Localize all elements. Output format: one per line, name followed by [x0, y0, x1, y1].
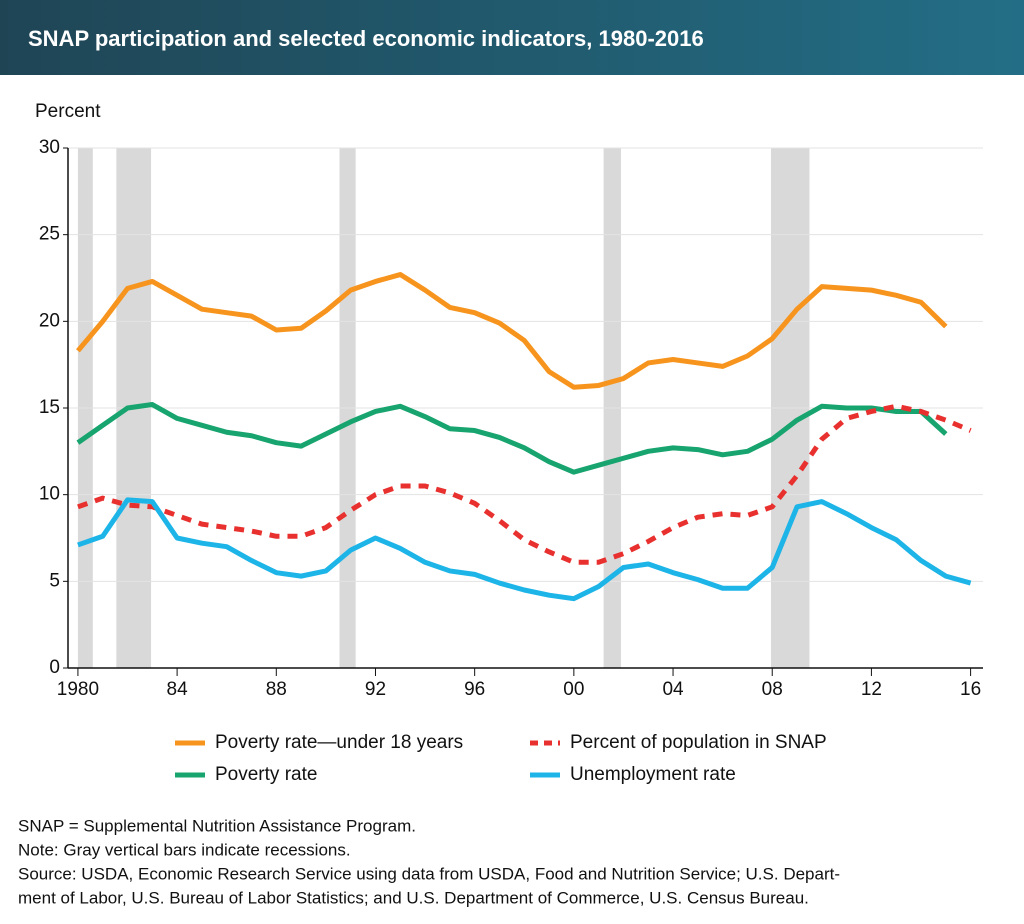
legend-label: Percent of population in SNAP: [570, 732, 827, 753]
header-band: [0, 0, 1024, 75]
series-line: [77, 403, 972, 565]
note-line: Source: USDA, Economic Research Service …: [18, 864, 840, 883]
x-tick-label: 04: [662, 679, 684, 700]
x-tick-label: 88: [266, 679, 287, 700]
x-tick-label: 96: [464, 679, 485, 700]
legend-label: Poverty rate: [215, 764, 317, 785]
x-tick-label: 16: [960, 679, 981, 700]
series-line: [77, 497, 972, 602]
legend-label: Unemployment rate: [570, 764, 736, 785]
note-line: SNAP = Supplemental Nutrition Assistance…: [18, 816, 416, 835]
y-tick-label: 25: [39, 224, 60, 245]
x-tick-label: 12: [861, 679, 882, 700]
y-tick-label: 5: [49, 570, 60, 591]
series-line: [76, 272, 948, 390]
series-line: [76, 402, 948, 475]
x-tick-label: 00: [563, 679, 584, 700]
y-tick-label: 30: [39, 137, 60, 158]
y-axis-label: Percent: [35, 101, 101, 122]
x-tick-label: 92: [365, 679, 386, 700]
y-tick-label: 0: [49, 657, 60, 678]
x-tick-label: 1980: [57, 679, 99, 700]
x-tick-label: 08: [762, 679, 783, 700]
note-line: Note: Gray vertical bars indicate recess…: [18, 840, 351, 859]
chart-title: SNAP participation and selected economic…: [28, 26, 704, 51]
y-tick-label: 15: [39, 397, 60, 418]
legend-label: Poverty rate—under 18 years: [215, 732, 463, 753]
note-line: ment of Labor, U.S. Bureau of Labor Stat…: [18, 888, 809, 907]
y-tick-label: 20: [39, 310, 60, 331]
x-tick-label: 84: [167, 679, 189, 700]
y-tick-label: 10: [39, 484, 60, 505]
